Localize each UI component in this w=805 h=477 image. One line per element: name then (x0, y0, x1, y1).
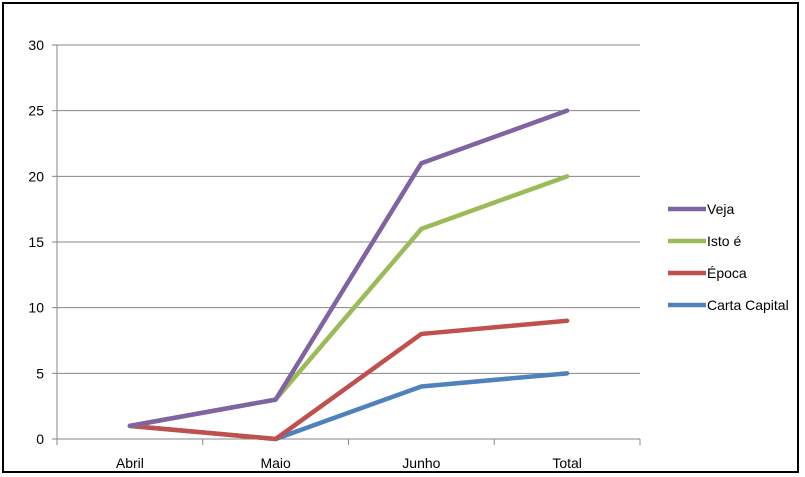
y-tick-label: 5 (36, 365, 44, 381)
x-tick-label-total: Total (552, 455, 582, 471)
legend-label: Isto é (707, 233, 741, 249)
legend-label: Carta Capital (707, 297, 789, 313)
x-tick-label-abril: Abril (116, 455, 144, 471)
legend: Veja Isto é Época Carta Capital (668, 201, 789, 313)
y-axis-tick-labels: 0 5 10 15 20 25 30 (28, 37, 44, 447)
y-tick-label: 20 (28, 168, 44, 184)
x-axis-tick-labels: Abril Maio Junho Total (116, 455, 582, 471)
y-tick-label: 15 (28, 234, 44, 250)
y-tick-label: 0 (36, 431, 44, 447)
x-tick-label-junho: Junho (402, 455, 440, 471)
legend-item-veja: Veja (668, 201, 734, 217)
x-tick-label-maio: Maio (260, 455, 291, 471)
series-lines (127, 108, 570, 442)
y-tick-label: 10 (28, 300, 44, 316)
axes (52, 44, 641, 445)
legend-item-carta-capital: Carta Capital (668, 297, 789, 313)
legend-item-epoca: Época (668, 265, 747, 281)
legend-label: Época (707, 265, 747, 281)
series-line-epoca (127, 318, 570, 442)
legend-item-isto-e: Isto é (668, 233, 741, 249)
y-tick-label: 30 (28, 37, 44, 53)
y-tick-label: 25 (28, 103, 44, 119)
series-line-carta-capital (127, 371, 570, 442)
legend-label: Veja (707, 201, 734, 217)
series-line-veja (127, 108, 570, 429)
